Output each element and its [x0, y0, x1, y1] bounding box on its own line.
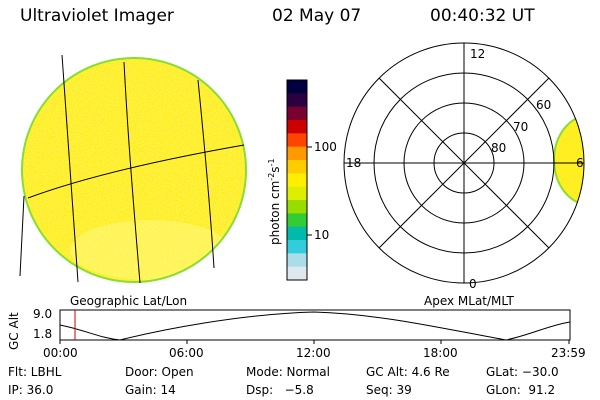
ip-value: IP: 36.0	[8, 383, 54, 397]
geo-grid-lines	[19, 54, 245, 284]
colorbar-segment	[287, 213, 307, 228]
geographic-disk	[21, 57, 247, 283]
colorbar-segment	[287, 106, 307, 121]
colorbar-segment	[287, 160, 307, 174]
colorbar-segment	[287, 240, 307, 254]
seq-value: Seq: 39	[366, 383, 412, 397]
colorbar-segment	[287, 80, 307, 94]
gc-alt-plot	[59, 309, 571, 344]
mlt-label-6: 6	[576, 156, 584, 170]
colorbar-segment	[287, 133, 307, 148]
colorbar-segment	[287, 186, 307, 201]
door-value: Door: Open	[125, 365, 194, 379]
colorbar-tick-100: 100	[314, 140, 337, 154]
geo-panel-label: Geographic Lat/Lon	[70, 294, 188, 308]
colorbar	[286, 79, 312, 281]
colorbar-unit-label: photon cm-2s-1	[267, 158, 282, 245]
x-tick-1800: 18:00	[423, 346, 458, 360]
mlt-label-12: 12	[470, 47, 486, 61]
colorbar-segment	[287, 226, 307, 241]
gain-value: Gain: 14	[125, 383, 176, 397]
colorbar-tick-10: 10	[314, 228, 330, 242]
mlat-label-80: 80	[491, 141, 507, 155]
gc-alt-ylabel: GC Alt	[7, 312, 21, 350]
mlat-label-70: 70	[513, 120, 529, 134]
gcalt-value: GC Alt: 4.6 Re	[366, 365, 450, 379]
colorbar-segment	[287, 253, 307, 268]
glon-value: GLon: 91.2	[486, 383, 556, 397]
x-tick-0600: 06:00	[169, 346, 204, 360]
x-tick-2359: 23:59	[551, 346, 586, 360]
x-tick-0000: 00:00	[43, 346, 78, 360]
mlt-label-18: 18	[346, 156, 362, 170]
mlat-label-60: 60	[536, 98, 552, 112]
glat-value: GLat: −30.0	[486, 365, 559, 379]
gc-alt-tick-9: 9.0	[33, 307, 53, 321]
colorbar-segment	[287, 173, 307, 188]
dsp-value: Dsp: −5.8	[246, 383, 314, 397]
date-label: 02 May 07	[272, 6, 362, 26]
x-tick-1200: 12:00	[296, 346, 331, 360]
colorbar-segment	[287, 200, 307, 214]
mode-value: Mode: Normal	[246, 365, 330, 379]
colorbar-segment	[287, 93, 307, 108]
time-label: 00:40:32 UT	[430, 6, 535, 26]
polar-panel-label: Apex MLat/MLT	[424, 294, 514, 308]
flt-value: Flt: LBHL	[8, 365, 62, 379]
gc-alt-tick-1.8: 1.8	[33, 327, 53, 341]
colorbar-segment	[287, 146, 307, 161]
instrument-title: Ultraviolet Imager	[20, 6, 174, 26]
colorbar-segment	[287, 120, 307, 134]
polar-plot	[343, 42, 585, 284]
colorbar-segment	[287, 266, 307, 281]
mlt-label-0: 0	[469, 277, 477, 291]
